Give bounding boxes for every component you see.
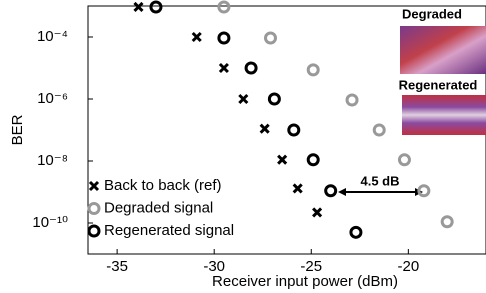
legend-label: Degraded signal (104, 199, 213, 216)
inset-eye-regenerated (402, 95, 486, 135)
y-axis-label: BER (9, 114, 26, 145)
x-tick-label: -35 (106, 258, 128, 275)
x-tick-label: -20 (397, 258, 419, 275)
x-axis-label: Receiver input power (dBm) (212, 273, 398, 290)
inset-label: Degraded (402, 6, 462, 21)
inset-label: Regenerated (399, 77, 478, 92)
chart: Degraded Regenerated 4.5 dB Receiver inp… (0, 0, 486, 293)
x-tick-label: -25 (300, 258, 322, 275)
annotation: 4.5 dB (360, 173, 399, 188)
legend-label: Regenerated signal (104, 222, 234, 239)
inset-eye-degraded (400, 26, 486, 74)
legend-label: Back to back (ref) (104, 177, 222, 194)
y-tick-label: 10⁻⁶ (37, 90, 68, 107)
x-tick-label: -30 (203, 258, 225, 275)
y-tick-label: 10⁻¹⁰ (32, 214, 68, 231)
y-tick-label: 10⁻⁸ (37, 152, 68, 169)
y-tick-label: 10⁻⁴ (37, 28, 68, 45)
